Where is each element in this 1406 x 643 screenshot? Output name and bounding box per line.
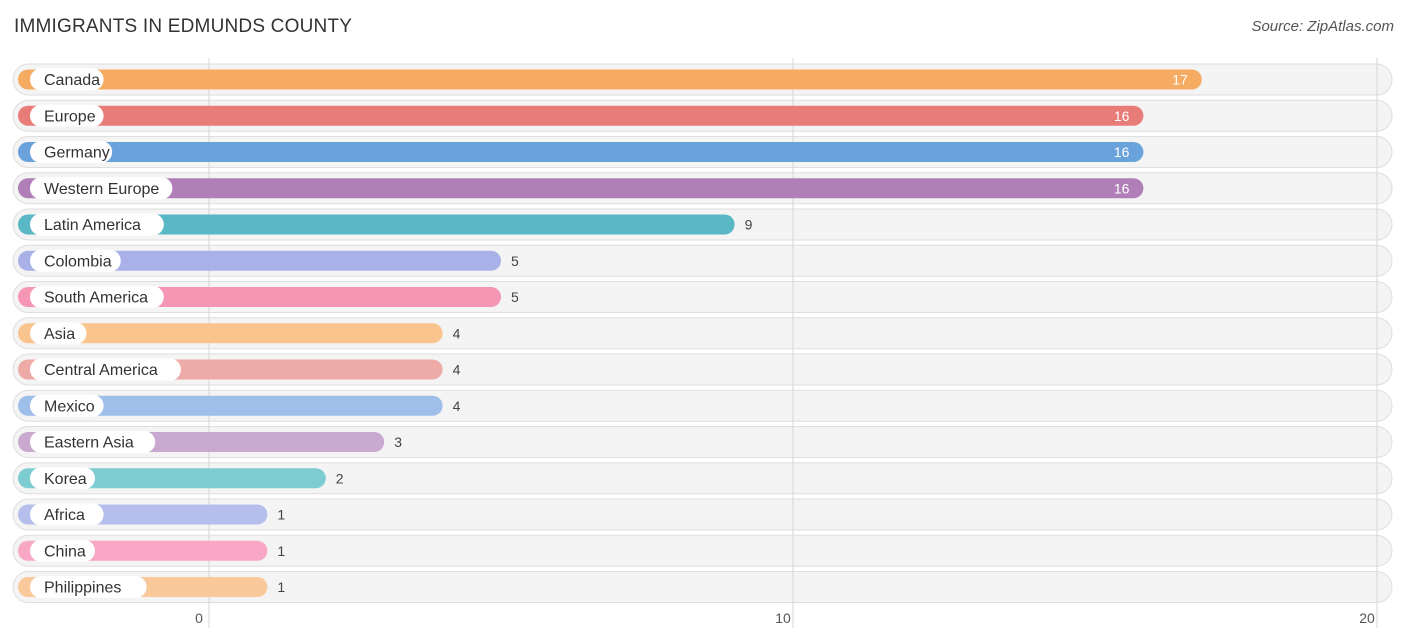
category-label-pill <box>30 68 104 91</box>
value-label: 4 <box>453 398 461 414</box>
value-label: 16 <box>1114 108 1130 124</box>
bar <box>18 323 443 344</box>
category-label-pill <box>30 503 104 526</box>
category-label: Western Europe <box>44 181 159 198</box>
value-label: 16 <box>1114 144 1130 160</box>
source-label: Source: ZipAtlas.com <box>1251 18 1394 35</box>
category-label: Philippines <box>44 580 121 597</box>
bar <box>18 468 326 489</box>
row-track <box>12 498 1393 531</box>
category-label-pill <box>30 249 121 272</box>
row-track <box>12 534 1393 567</box>
chart-title: IMMIGRANTS IN EDMUNDS COUNTY <box>14 16 353 37</box>
category-label: Africa <box>44 507 85 524</box>
category-label-pill <box>30 104 104 127</box>
value-label: 1 <box>277 543 285 559</box>
value-label: 1 <box>277 507 285 523</box>
category-label: Eastern Asia <box>44 435 134 452</box>
value-label: 4 <box>453 325 461 341</box>
category-label-pill <box>30 467 95 490</box>
category-label-pill <box>30 431 156 453</box>
bar <box>18 142 1144 162</box>
value-label: 16 <box>1114 180 1130 196</box>
category-label: Central America <box>44 362 158 379</box>
category-label: Korea <box>44 471 87 488</box>
category-label-pill <box>30 177 173 200</box>
value-label: 2 <box>336 470 344 486</box>
category-label: China <box>44 543 86 560</box>
category-label-pill <box>30 576 147 598</box>
category-label-pill <box>30 539 95 562</box>
category-label: Asia <box>44 326 75 343</box>
category-label: Mexico <box>44 398 95 415</box>
category-label: South America <box>44 290 148 307</box>
value-label: 5 <box>511 289 519 305</box>
bar <box>18 69 1202 90</box>
value-label: 1 <box>277 579 285 595</box>
x-tick-label: 10 <box>775 610 791 626</box>
value-label: 9 <box>745 217 753 233</box>
bar <box>18 395 443 416</box>
category-label: Germany <box>44 145 110 162</box>
category-label: Colombia <box>44 253 112 270</box>
bar <box>18 105 1144 126</box>
category-label-pill <box>30 213 164 236</box>
category-label: Canada <box>44 72 100 89</box>
category-label-pill <box>30 394 104 417</box>
value-label: 4 <box>453 362 461 378</box>
value-label: 5 <box>511 253 519 269</box>
category-label-pill <box>30 358 181 381</box>
category-label: Latin America <box>44 217 141 234</box>
category-label-pill <box>30 141 113 163</box>
category-label-pill <box>30 286 164 308</box>
bar <box>18 178 1144 199</box>
row-track <box>12 571 1393 603</box>
category-label: Europe <box>44 108 96 125</box>
row-track <box>12 462 1393 495</box>
category-label-pill <box>30 322 87 345</box>
bar <box>18 214 735 235</box>
bar <box>18 250 501 271</box>
x-tick-label: 0 <box>195 610 203 626</box>
value-label: 3 <box>394 434 402 450</box>
x-tick-label: 20 <box>1359 610 1375 626</box>
value-label: 17 <box>1172 72 1188 88</box>
